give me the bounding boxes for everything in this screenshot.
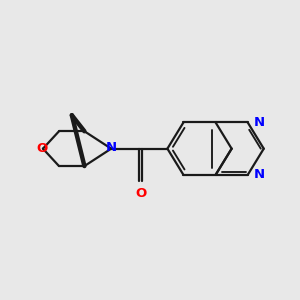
Text: N: N	[254, 116, 265, 129]
Text: N: N	[106, 141, 117, 154]
Text: N: N	[254, 168, 265, 182]
Text: O: O	[135, 188, 146, 200]
Text: O: O	[36, 142, 47, 155]
